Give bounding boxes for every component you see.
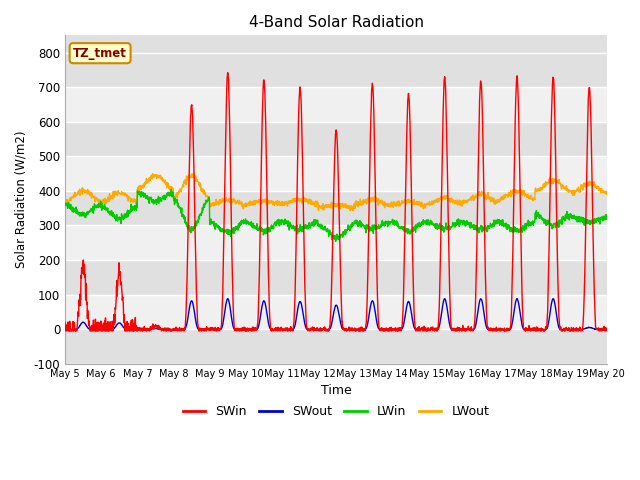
Y-axis label: Solar Radiation (W/m2): Solar Radiation (W/m2) bbox=[15, 131, 28, 268]
Title: 4-Band Solar Radiation: 4-Band Solar Radiation bbox=[248, 15, 424, 30]
Bar bbox=[65, 156, 607, 191]
Bar bbox=[65, 329, 607, 364]
Bar bbox=[65, 87, 607, 122]
Bar bbox=[65, 260, 607, 295]
Bar bbox=[65, 53, 607, 87]
Bar bbox=[65, 122, 607, 156]
Bar bbox=[65, 191, 607, 226]
Legend: SWin, SWout, LWin, LWout: SWin, SWout, LWin, LWout bbox=[178, 400, 494, 423]
X-axis label: Time: Time bbox=[321, 384, 351, 397]
Bar bbox=[65, 295, 607, 329]
Bar bbox=[65, 226, 607, 260]
Text: TZ_tmet: TZ_tmet bbox=[73, 47, 127, 60]
